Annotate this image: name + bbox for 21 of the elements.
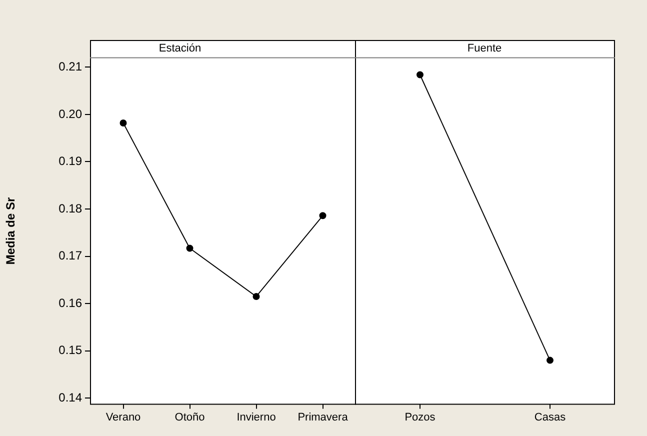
x-tick-label: Verano xyxy=(106,411,141,424)
point xyxy=(120,119,127,126)
x-tick-label: Otoño xyxy=(174,411,205,424)
y-tick-label: 0.20 xyxy=(58,106,82,121)
y-tick-label: 0.18 xyxy=(58,201,82,216)
y-tick-label: 0.21 xyxy=(58,59,82,74)
point xyxy=(252,292,260,300)
x-tick-label: Invierno xyxy=(236,411,276,424)
x-tick-label: Casas xyxy=(534,411,566,424)
y-tick-label: 0.14 xyxy=(58,390,82,404)
chart-title: Fuente xyxy=(467,42,502,55)
y-tick-label: 0.19 xyxy=(58,154,82,168)
y-tick-label: 0.16 xyxy=(58,296,82,310)
chart-title: Estación xyxy=(158,42,202,55)
point xyxy=(319,212,326,220)
y-tick-label: 0.17 xyxy=(58,248,82,263)
y-tick-label: 0.15 xyxy=(58,343,82,358)
y-axis-title: Media de Sr xyxy=(4,196,18,265)
x-tick-label: Primavera xyxy=(298,411,349,424)
point xyxy=(186,244,194,252)
x-tick-label: Pozos xyxy=(404,411,436,424)
